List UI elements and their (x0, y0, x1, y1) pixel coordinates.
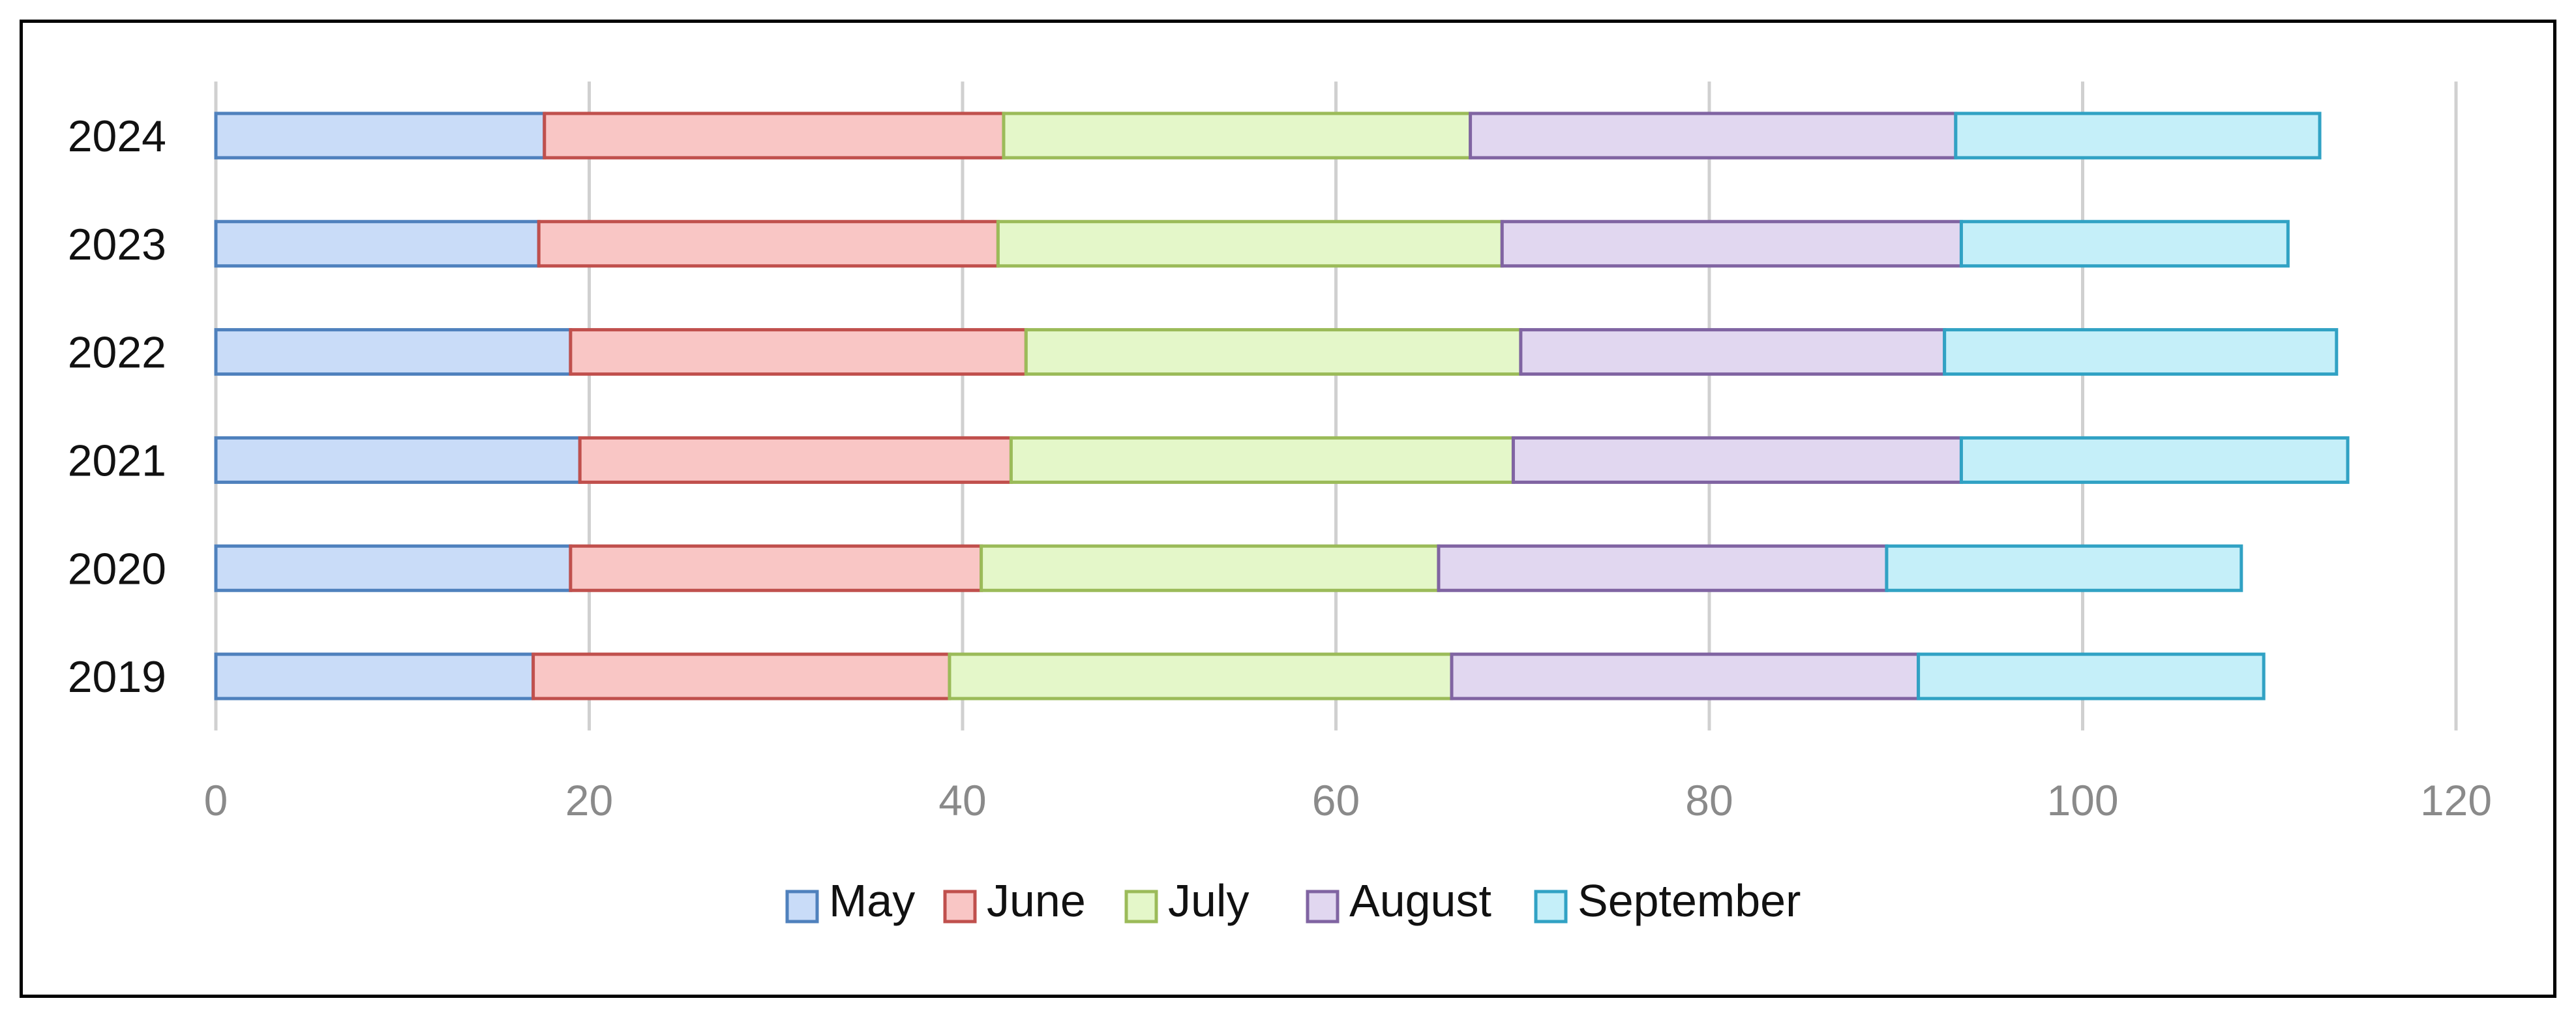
legend-swatch-september (1534, 890, 1568, 924)
x-tick-label-20: 20 (565, 776, 613, 824)
y-tick-label-2022: 2022 (68, 328, 166, 378)
bar-2023-june (537, 220, 1000, 268)
legend-label-august: August (1349, 875, 1491, 926)
bar-2019-august (1450, 652, 1921, 700)
x-axis-labels: 0 20 40 60 80 100 120 (204, 776, 2492, 824)
bar-2021-may (214, 436, 582, 484)
legend-label-may: May (829, 875, 915, 926)
bar-2020-august (1437, 544, 1889, 592)
gridlines (214, 82, 2458, 730)
bar-2024-july (1002, 112, 1473, 160)
bar-2020-september (1885, 544, 2243, 592)
legend-swatch-july (1124, 890, 1158, 924)
y-axis-labels: 2019 2020 2021 2022 2023 2024 (68, 112, 166, 702)
bar-2020-may (214, 544, 573, 592)
legend-swatch-june (943, 890, 977, 924)
legend-label-september: September (1578, 875, 1801, 926)
bar-2019-june (532, 652, 951, 700)
bar-2021-june (578, 436, 1013, 484)
x-tick-label-100: 100 (2046, 776, 2118, 824)
bar-2023-august (1500, 220, 1963, 268)
y-tick-label-2024: 2024 (68, 112, 166, 161)
bar-2022-june (569, 328, 1028, 376)
x-tick-label-0: 0 (204, 776, 228, 824)
bar-2019-september (1917, 652, 2266, 700)
legend-swatch-may (785, 890, 819, 924)
legend-swatch-august (1306, 890, 1340, 924)
bars (214, 112, 2350, 700)
bar-2019-may (214, 652, 535, 700)
bar-2019-july (948, 652, 1454, 700)
stacked-bar-chart: 2019 2020 2021 2022 2023 2024 0 20 40 60 80 100 120… (68, 82, 2492, 926)
bar-2024-june (543, 112, 1006, 160)
bar-2024-may (214, 112, 547, 160)
bar-2022-september (1943, 328, 2339, 376)
bar-2020-july (980, 544, 1441, 592)
bar-2021-september (1959, 436, 2350, 484)
x-tick-label-40: 40 (938, 776, 986, 824)
bar-2023-july (996, 220, 1504, 268)
chart-frame: 2019 2020 2021 2022 2023 2024 0 20 40 60 80 100 120… (20, 20, 2556, 998)
y-tick-label-2020: 2020 (68, 544, 166, 594)
bar-2020-june (569, 544, 983, 592)
x-tick-label-60: 60 (1312, 776, 1360, 824)
bar-2022-july (1024, 328, 1523, 376)
bar-2023-september (1959, 220, 2290, 268)
y-tick-label-2023: 2023 (68, 220, 166, 269)
bar-2021-august (1511, 436, 1963, 484)
bar-2022-may (214, 328, 573, 376)
bar-2022-august (1519, 328, 1947, 376)
legend-label-july: July (1168, 875, 1249, 926)
legend-label-june: June (987, 875, 1086, 926)
legend: May June July August September (785, 875, 1801, 926)
x-tick-label-80: 80 (1685, 776, 1733, 824)
bar-2021-july (1009, 436, 1515, 484)
bar-2024-september (1954, 112, 2322, 160)
x-tick-label-120: 120 (2420, 776, 2492, 824)
bar-2024-august (1469, 112, 1958, 160)
y-tick-label-2019: 2019 (68, 652, 166, 702)
y-tick-label-2021: 2021 (68, 436, 166, 485)
bar-2023-may (214, 220, 541, 268)
